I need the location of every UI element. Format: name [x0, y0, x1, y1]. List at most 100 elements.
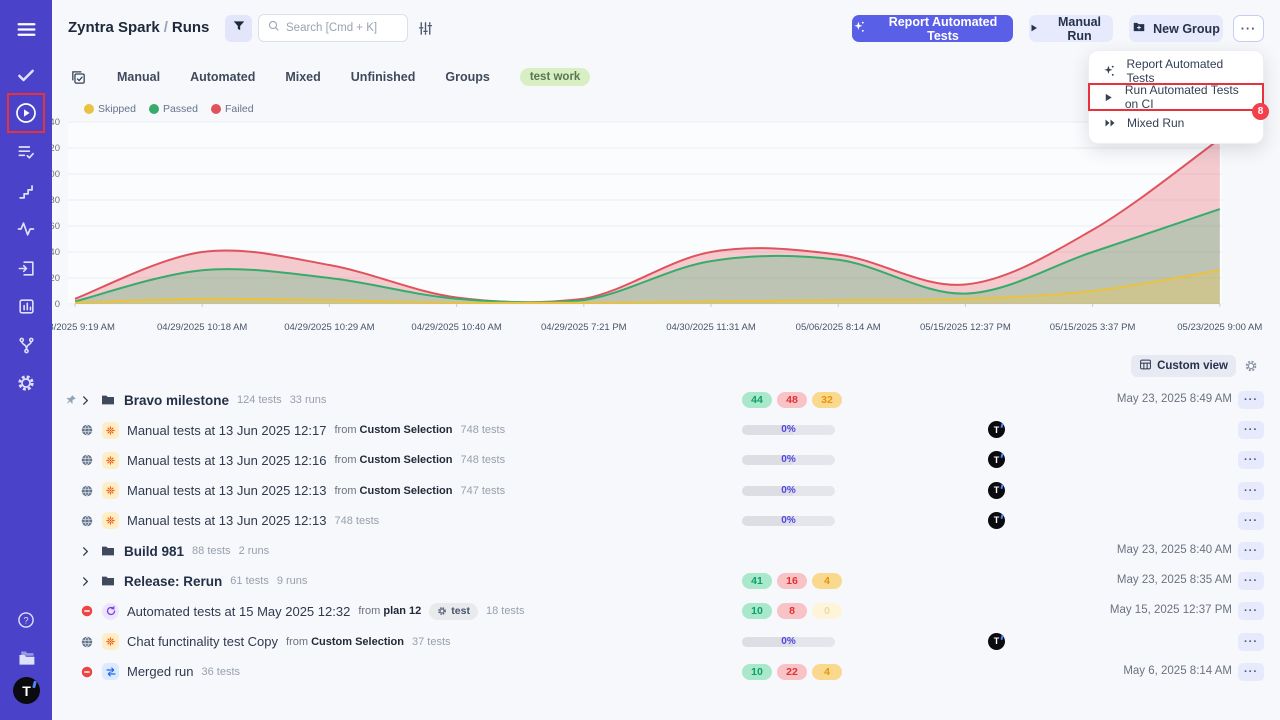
run-name[interactable]: Manual tests at 13 Jun 2025 12:17: [127, 422, 327, 438]
filter-button[interactable]: [225, 15, 252, 42]
row-date: May 15, 2025 12:37 PM: [1109, 604, 1232, 617]
group-name[interactable]: Build 981: [124, 543, 185, 559]
report-automated-tests-button[interactable]: Report Automated Tests: [852, 15, 1013, 43]
select-all-icon[interactable]: [70, 69, 87, 86]
funnel-icon: [232, 19, 246, 38]
tab-mixed[interactable]: Mixed: [285, 70, 321, 84]
row-actions-button[interactable]: ···: [1238, 421, 1264, 440]
manual-run-icon: [102, 482, 119, 500]
tests-count: 748 tests: [334, 514, 380, 527]
menu-icon[interactable]: [6, 12, 46, 46]
tests-count: 61 tests: [230, 575, 269, 588]
row-actions-button[interactable]: ···: [1238, 391, 1264, 409]
play-icon: [1029, 22, 1039, 36]
custom-view-button[interactable]: Custom view: [1131, 355, 1236, 377]
search-input[interactable]: [286, 22, 394, 34]
run-name[interactable]: Manual tests at 13 Jun 2025 12:13: [127, 483, 327, 499]
tab-automated[interactable]: Automated: [190, 70, 256, 84]
row-actions-button[interactable]: ···: [1238, 451, 1264, 470]
svg-text:?: ?: [23, 615, 28, 625]
row-date: May 23, 2025 8:35 AM: [1116, 574, 1232, 587]
runs-count: 2 runs: [238, 545, 270, 557]
help-icon[interactable]: ?: [6, 603, 46, 637]
progress-percent: 0%: [781, 424, 796, 436]
automated-run-icon: [102, 602, 119, 620]
pin-icon: [65, 393, 77, 411]
tests-count: 18 tests: [485, 605, 525, 618]
row-actions-button[interactable]: ···: [1238, 572, 1264, 591]
milestones-icon[interactable]: [6, 174, 46, 208]
breadcrumb: Zyntra Spark / Runs: [68, 19, 209, 36]
search-icon: [267, 19, 280, 37]
assignee-avatar: T: [988, 511, 1005, 529]
result-badges: 44 48 32: [742, 392, 842, 408]
progress-bar: [742, 455, 835, 466]
import-icon[interactable]: [6, 251, 46, 285]
breadcrumb-project[interactable]: Zyntra Spark: [68, 19, 160, 36]
legend-item-passed[interactable]: Passed: [148, 103, 198, 115]
pipelines-icon[interactable]: [6, 328, 46, 362]
filter-tag-pill[interactable]: test work: [519, 68, 591, 86]
assignee-avatar: T: [988, 481, 1005, 499]
user-avatar[interactable]: T: [13, 677, 40, 704]
analytics-icon[interactable]: [6, 212, 46, 246]
search-box[interactable]: [258, 14, 408, 42]
chevron-right-icon[interactable]: [80, 395, 92, 406]
row-actions-button[interactable]: ···: [1238, 542, 1264, 560]
table-row-run: Chat functinality test Copy from Custom S…: [52, 627, 1280, 657]
row-actions-button[interactable]: ···: [1238, 481, 1264, 500]
view-settings-gear-icon[interactable]: [1244, 359, 1258, 373]
projects-icon[interactable]: [6, 641, 46, 675]
settings-icon[interactable]: [6, 366, 46, 400]
globe-icon: [80, 453, 94, 467]
badge-failed: 16: [777, 573, 807, 590]
annotation-step-badge: 8: [1252, 103, 1269, 120]
legend-item-failed[interactable]: Failed: [210, 103, 254, 115]
tab-manual[interactable]: Manual: [117, 70, 161, 84]
row-actions-button[interactable]: ···: [1238, 662, 1264, 681]
new-group-label: New Group: [1153, 21, 1220, 36]
runs-icon[interactable]: [6, 96, 46, 130]
group-name[interactable]: Release: Rerun: [124, 573, 223, 589]
menu-item-report-automated-tests[interactable]: Report Automated Tests: [1089, 57, 1263, 85]
run-tabs: Manual Automated Mixed Unfinished Groups test…: [70, 68, 591, 86]
row-actions-button[interactable]: ···: [1238, 511, 1264, 530]
row-actions-button[interactable]: ···: [1238, 632, 1264, 651]
run-name[interactable]: Automated tests at 15 May 2025 12:32: [127, 603, 351, 619]
manual-run-icon: [102, 633, 119, 651]
run-name[interactable]: Manual tests at 13 Jun 2025 12:13: [127, 513, 327, 529]
legend-dot-icon: [210, 104, 221, 114]
manual-run-button[interactable]: Manual Run: [1029, 15, 1113, 43]
run-name[interactable]: Chat functinality test Copy: [127, 634, 279, 650]
legend-item-skipped[interactable]: Skipped: [84, 103, 136, 115]
tests-count: 88 tests: [192, 545, 231, 557]
table-row-run: Manual tests at 13 Jun 2025 12:13 from Cu…: [52, 476, 1280, 506]
menu-item-mixed-run[interactable]: Mixed Run: [1089, 110, 1263, 136]
run-tag-label: test: [451, 605, 470, 618]
tests-count: 748 tests: [460, 424, 506, 437]
chevron-right-icon[interactable]: [80, 576, 92, 587]
sidebar: ? T: [0, 0, 52, 720]
tab-groups[interactable]: Groups: [445, 70, 490, 84]
progress-percent: 0%: [781, 484, 796, 496]
run-name[interactable]: Merged run: [127, 664, 194, 680]
badge-failed: 48: [777, 392, 807, 408]
x-axis-tick-label: 05/15/2025 3:37 PM: [1049, 322, 1136, 333]
group-name[interactable]: Bravo milestone: [124, 392, 230, 408]
results-icon[interactable]: [6, 135, 46, 169]
new-group-button[interactable]: New Group: [1129, 15, 1223, 42]
assignee-avatar: T: [988, 451, 1005, 469]
menu-item-run-automated-tests-on-ci[interactable]: Run Automated Tests on CI 8: [1088, 83, 1269, 120]
adjustments-icon[interactable]: [417, 20, 434, 42]
x-axis-tick-label: 05/06/2025 8:14 AM: [795, 322, 881, 333]
run-source: from Custom Selection: [334, 424, 453, 437]
more-actions-button[interactable]: ···: [1233, 15, 1264, 42]
run-name[interactable]: Manual tests at 13 Jun 2025 12:16: [127, 452, 327, 468]
row-actions-button[interactable]: ···: [1238, 602, 1264, 621]
progress-bar: [742, 636, 835, 647]
legend-dot-icon: [84, 104, 94, 114]
reports-icon[interactable]: [6, 289, 46, 323]
chevron-right-icon[interactable]: [80, 546, 92, 557]
tests-icon[interactable]: [6, 58, 46, 92]
tab-unfinished[interactable]: Unfinished: [350, 70, 416, 84]
